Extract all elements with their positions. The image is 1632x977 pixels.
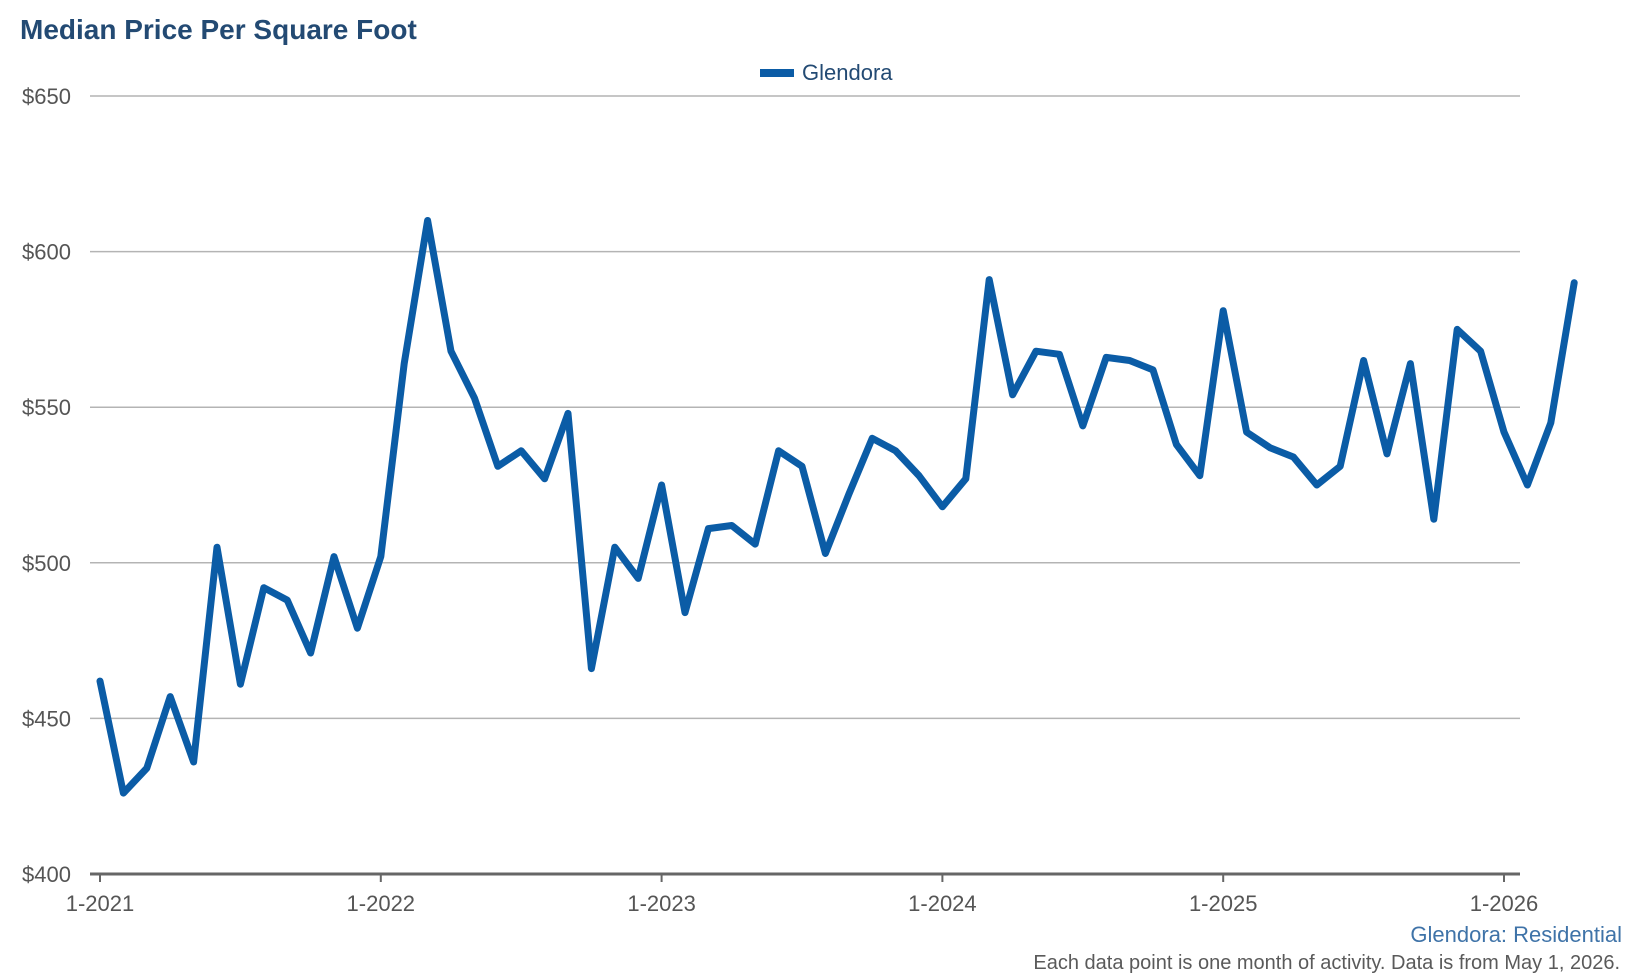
gridlines (90, 95, 1520, 720)
y-tick-label: $550 (22, 395, 71, 420)
y-tick-label: $500 (22, 551, 71, 576)
y-tick-label: $450 (22, 706, 71, 731)
x-tick-label: 1-2022 (347, 891, 416, 916)
y-axis: $400 $450 $500 $550 $600 $650 (22, 84, 71, 887)
y-tick-label: $400 (22, 862, 71, 887)
footnote: Each data point is one month of activity… (1033, 952, 1620, 974)
x-tick-label: 1-2023 (627, 891, 696, 916)
x-tick-label: 1-2026 (1470, 891, 1539, 916)
legend-swatch (760, 69, 794, 77)
x-tick-label: 1-2024 (908, 891, 977, 916)
legend-label: Glendora (802, 60, 893, 85)
x-tick-label: 1-2021 (66, 891, 135, 916)
chart-title: Median Price Per Square Foot (20, 14, 417, 45)
series-layer (96, 217, 1578, 797)
y-tick-label: $600 (22, 240, 71, 265)
series-line-glendora (96, 217, 1578, 797)
x-tick-label: 1-2025 (1189, 891, 1258, 916)
x-axis: 1-2021 1-2022 1-2023 1-2024 1-2025 1-2026 (66, 872, 1539, 916)
source-label: Glendora: Residential (1410, 922, 1622, 947)
legend: Glendora (760, 60, 893, 85)
y-tick-label: $650 (22, 84, 71, 109)
